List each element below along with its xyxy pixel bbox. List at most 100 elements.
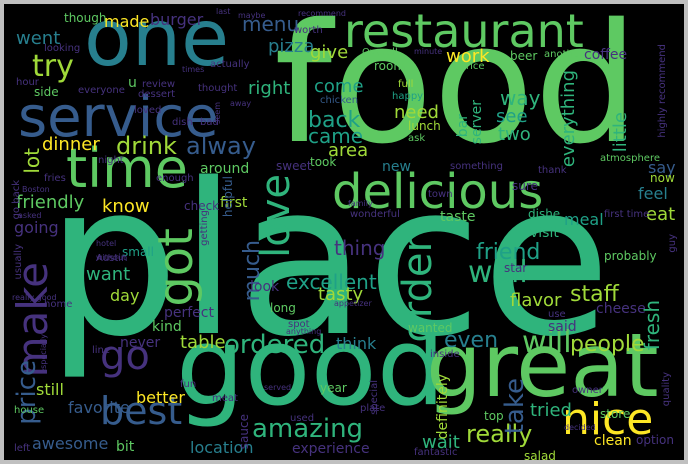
word-experience: experience <box>292 441 370 457</box>
word-bit: bit <box>116 439 135 455</box>
word-take: take <box>500 378 530 435</box>
word-dishe: dishe <box>528 207 561 221</box>
word-everyone: everyone <box>78 85 125 96</box>
word-guy: guy <box>667 234 678 253</box>
word-come: come <box>314 76 364 97</box>
word-excellent: excellent <box>286 270 377 294</box>
word-especially: especially <box>39 334 48 374</box>
word-eat: eat <box>646 204 676 225</box>
word-another: another <box>544 49 584 60</box>
word-back: back <box>308 108 361 133</box>
word-better: better <box>136 388 185 407</box>
word-kind: kind <box>152 319 182 335</box>
word-say: say <box>648 158 676 177</box>
word-probably: probably <box>604 249 657 263</box>
word-helpful: helpful <box>221 176 235 218</box>
word-left: left <box>14 443 31 454</box>
word-store: store <box>600 407 631 421</box>
word-made: made <box>104 12 150 31</box>
word-wait: wait <box>422 432 460 453</box>
word-hour: hour <box>16 77 39 88</box>
word-maybe: maybe <box>238 11 266 20</box>
word-think: think <box>336 334 377 353</box>
word-server: server <box>469 100 485 145</box>
word-without: without <box>96 253 127 262</box>
word-owner: owner <box>572 385 603 396</box>
word-room: room <box>374 59 406 73</box>
word-austin: Austin <box>96 253 128 264</box>
word-best: best <box>100 389 183 433</box>
word-spot: spot <box>288 319 310 330</box>
word-cheese: cheese <box>596 301 646 317</box>
word-need: need <box>394 102 439 123</box>
word-small: small <box>122 245 154 259</box>
word-ask: ask <box>408 133 426 144</box>
word-drink: drink <box>116 132 177 160</box>
word-know: know <box>102 196 150 217</box>
word-favorite: favorite <box>68 398 130 417</box>
word-plate: plate <box>360 403 386 414</box>
word-full: full <box>398 79 414 90</box>
word-going: going <box>14 218 59 237</box>
word-use: use <box>548 309 566 320</box>
word-dessert: dessert <box>138 89 176 100</box>
word-served: served <box>264 383 292 392</box>
word-burger: burger <box>150 10 204 29</box>
word-place: place <box>46 138 611 383</box>
word-anything: anything <box>286 327 322 336</box>
word-asked: asked <box>18 211 42 220</box>
word-overall: Overall <box>362 47 398 58</box>
word-lot: lot <box>20 148 44 174</box>
word-little: little <box>610 112 631 153</box>
word-everything: everything <box>558 70 579 168</box>
word-enough: enough <box>156 173 194 184</box>
word-clean: clean <box>594 433 632 449</box>
word-awesome: awesome <box>32 434 109 453</box>
word-sure: sure <box>512 179 538 193</box>
word-really: really <box>466 420 533 448</box>
word-try: try <box>32 49 74 84</box>
word-though: though <box>64 11 107 25</box>
word-times: times <box>182 65 205 74</box>
word-night: night <box>98 155 124 166</box>
word-side: side <box>34 85 59 99</box>
word-appetizer: appetizer <box>334 299 372 308</box>
word-usually: usually <box>13 244 24 280</box>
word-menu: menu <box>242 12 300 36</box>
word-took: took <box>310 155 337 169</box>
word-something: something <box>450 161 503 172</box>
word-way: way <box>500 86 541 110</box>
word-wonderful: wonderful <box>350 209 400 220</box>
word-tasty: tasty <box>318 284 364 305</box>
word-quality: quality <box>661 372 672 407</box>
word-one: one <box>84 4 230 84</box>
word-food: food <box>274 4 639 180</box>
word-will: will <box>522 325 572 360</box>
word-staff: staff <box>570 282 619 307</box>
word-people: people <box>570 332 645 357</box>
word-still: still <box>36 380 64 399</box>
word-bad: bad <box>200 117 219 128</box>
word-fantastic: fantastic <box>414 447 458 458</box>
word-wanted: wanted <box>408 321 453 335</box>
word-option: option <box>636 433 674 447</box>
word-hotel: hotel <box>96 239 117 248</box>
word-amazing: amazing <box>252 414 364 444</box>
word-cloud: place food good great one restaurant service ti… <box>4 4 684 460</box>
word-worth: worth <box>294 25 323 36</box>
word-friend: friend <box>476 240 541 265</box>
word-first: first <box>220 195 248 211</box>
word-year: year <box>320 381 347 395</box>
word-well: well <box>468 255 528 290</box>
word-minute: minute <box>414 47 443 56</box>
word-long: long <box>270 301 296 315</box>
word-decided: decided <box>564 423 596 432</box>
word-day: day <box>110 286 140 305</box>
word-last: last <box>216 7 231 16</box>
word-loved: loved <box>134 105 162 116</box>
word-got: got <box>148 228 204 307</box>
word-salad: salad <box>524 449 556 460</box>
word-thank: thank <box>538 165 567 176</box>
word-location: location <box>190 438 254 457</box>
word-away: away <box>230 99 252 108</box>
